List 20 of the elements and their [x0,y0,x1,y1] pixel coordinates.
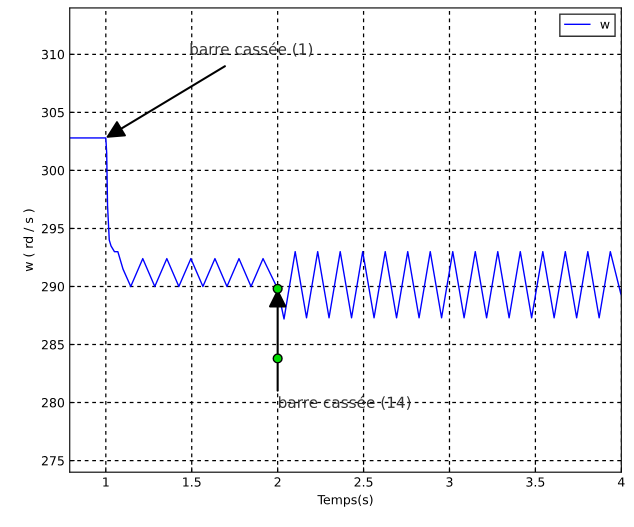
y-tick-label: 295 [42,224,64,234]
y-tick-label: 300 [42,166,64,176]
x-tick-label: 2 [274,477,280,487]
y-tick-label: 280 [42,398,64,408]
y-tick-label: 305 [42,108,64,118]
y-tick-label: 275 [42,456,64,466]
annotation: barre cassée (14) [279,396,410,410]
x-tick-label: 3 [446,477,452,487]
x-tick-label: 2.5 [354,477,372,487]
x-tick-label: 4 [618,477,625,487]
y-tick-label: 290 [42,282,64,292]
legend-label: w [600,22,610,29]
x-tick-label: 3.5 [526,477,544,487]
x-axis-title: Temps(s) [317,494,372,507]
y-axis-title: w ( rd / s ) [23,209,35,272]
y-tick-label: 310 [42,50,64,60]
x-tick-label: 1 [103,477,109,487]
x-tick-label: 1.5 [183,477,201,487]
annotation: barre cassée (1) [190,42,312,57]
y-tick-label: 285 [42,340,64,350]
